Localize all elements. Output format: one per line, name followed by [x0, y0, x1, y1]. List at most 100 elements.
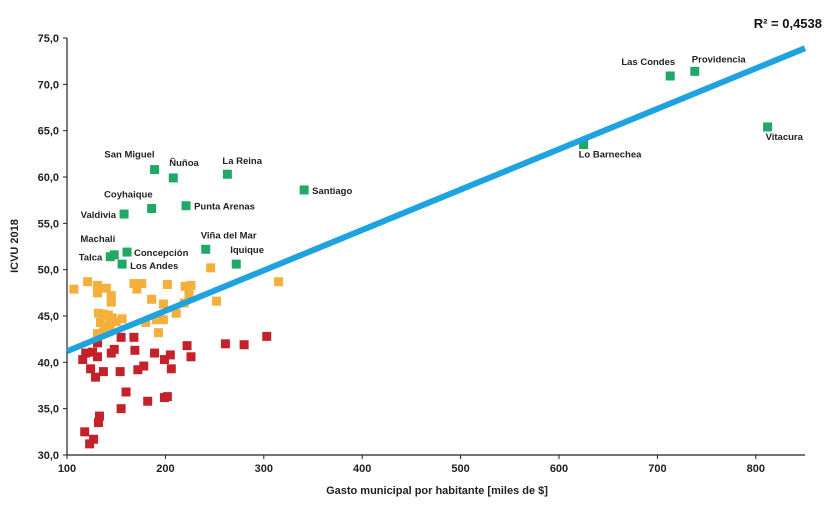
data-point-low [116, 404, 126, 414]
y-axis-title: ICVU 2018 [9, 219, 21, 273]
y-tick-label: 75,0 [38, 33, 59, 45]
x-axis-title: Gasto municipal por habitante [miles de … [326, 485, 548, 497]
data-point-medium [206, 263, 216, 273]
data-point-medium [93, 288, 103, 298]
data-point-low [139, 361, 149, 371]
data-point-low [133, 365, 143, 375]
point-label: Providencia [692, 54, 747, 65]
point-label: Iquique [230, 245, 264, 256]
data-point-low [165, 350, 175, 360]
data-point-medium [186, 280, 196, 290]
y-tick-label: 55,0 [38, 218, 59, 230]
point-labels: Providencia Las Condes Vitacura Lo Barneche… [79, 54, 804, 272]
data-point-high [579, 140, 589, 150]
data-point-medium [162, 279, 172, 289]
data-point-low [109, 344, 119, 354]
data-point-low [86, 364, 96, 374]
data-point-low [81, 348, 91, 358]
data-point-low [150, 348, 160, 358]
data-point-medium [184, 290, 194, 300]
data-point-low [93, 418, 103, 428]
data-point-high [665, 71, 675, 81]
data-point-medium [158, 315, 168, 325]
data-point-medium [111, 317, 121, 327]
data-point-medium [117, 314, 127, 324]
y-tick-label: 50,0 [38, 265, 59, 277]
data-point-low [143, 396, 153, 406]
data-point-high [117, 259, 127, 269]
data-point-high [150, 165, 160, 175]
x-tick-label: 200 [156, 463, 174, 475]
r-squared-annotation: R² = 0,4538 [754, 16, 822, 31]
data-point-medium [83, 277, 93, 287]
data-point-low [78, 355, 88, 365]
data-point-medium [98, 309, 108, 319]
data-point-medium [147, 294, 157, 304]
data-point-medium [106, 297, 116, 307]
data-point-medium [212, 296, 222, 306]
data-point-medium [154, 328, 164, 338]
data-point-low [129, 332, 139, 342]
data-point-medium [95, 317, 105, 327]
data-point-low [80, 427, 90, 437]
data-point-low [220, 339, 230, 349]
data-point-low [166, 364, 176, 374]
x-tick-label: 500 [451, 463, 469, 475]
data-point-high [181, 201, 191, 211]
data-point-low [93, 352, 103, 362]
y-tick-label: 30,0 [38, 450, 59, 462]
data-point-medium [101, 283, 111, 293]
data-point-medium [152, 315, 162, 325]
data-point-low [116, 332, 126, 342]
point-label: La Reina [222, 156, 262, 167]
data-point-medium [137, 279, 147, 289]
data-point-low [88, 347, 98, 357]
data-point-medium [132, 284, 142, 294]
point-label: Talca [79, 253, 103, 264]
data-point-low [159, 355, 169, 365]
data-point-medium [129, 279, 139, 289]
point-label: Viña del Mar [201, 230, 257, 241]
data-point-high [147, 204, 157, 214]
data-point-low [89, 434, 99, 444]
data-point-medium [106, 291, 116, 301]
data-point-high [122, 247, 132, 257]
point-label: Ñuñoa [169, 158, 199, 169]
point-label: Santiago [312, 186, 352, 197]
data-point-low [94, 411, 104, 421]
data-point-medium [274, 277, 284, 287]
axes [66, 38, 805, 456]
data-point-medium [158, 299, 168, 309]
data-point-high [690, 66, 700, 76]
x-tick-label: 300 [255, 463, 273, 475]
data-point-low [93, 338, 103, 348]
data-point-low [186, 352, 196, 362]
data-point-low [98, 367, 108, 377]
data-point-low [239, 340, 249, 350]
point-label: Machalí [80, 234, 115, 245]
x-axis-ticks: 100 200 300 400 500 600 700 800 [58, 455, 765, 475]
data-point-medium [104, 324, 114, 334]
y-tick-label: 70,0 [38, 79, 59, 91]
data-point-medium [93, 280, 103, 290]
data-point-medium [93, 329, 103, 339]
data-point-low [159, 393, 169, 403]
y-tick-label: 60,0 [38, 172, 59, 184]
data-points [69, 66, 773, 449]
data-point-medium [105, 318, 115, 328]
data-point-high [231, 259, 241, 269]
data-point-high [299, 185, 309, 195]
point-label: Los Andes [130, 261, 178, 272]
data-point-high [119, 209, 129, 219]
point-label: Lo Barnechea [579, 150, 643, 161]
data-point-low [91, 372, 101, 382]
point-label: Las Condes [621, 57, 675, 68]
x-tick-label: 800 [747, 463, 765, 475]
data-point-high [222, 169, 232, 179]
data-point-medium [93, 308, 103, 318]
point-label: Coyhaique [104, 190, 153, 201]
x-tick-label: 100 [58, 463, 76, 475]
point-label: San Miguel [104, 150, 154, 161]
x-tick-label: 700 [648, 463, 666, 475]
